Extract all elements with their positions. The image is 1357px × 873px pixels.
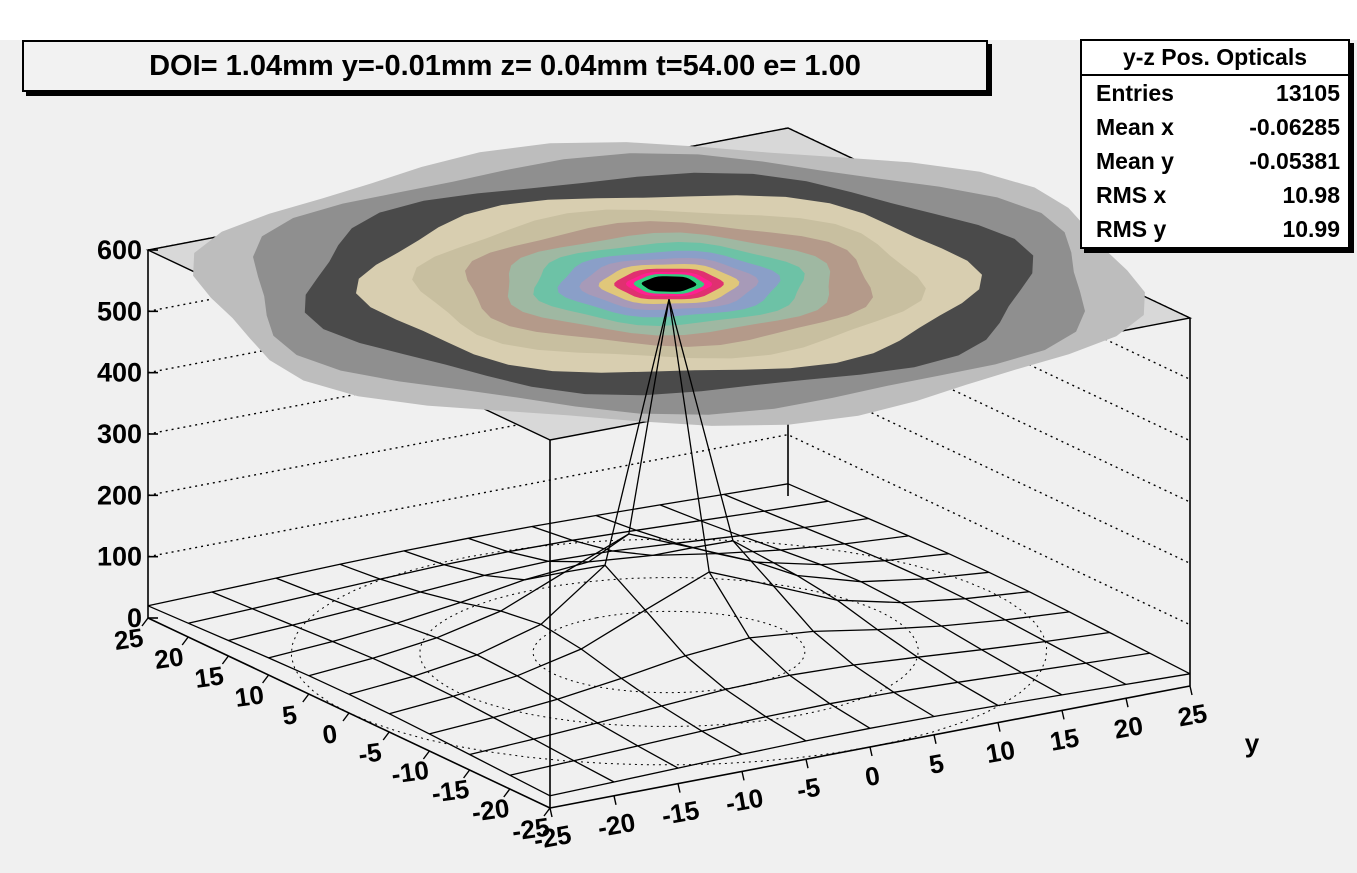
y-tick (1125, 698, 1129, 708)
x-tick (342, 712, 350, 722)
z-tick-label: 200 (97, 480, 142, 510)
x-tick (262, 674, 270, 684)
x-tick (463, 769, 471, 779)
mesh-line (595, 514, 999, 707)
y-tick (869, 746, 873, 757)
stats-label: RMS x (1096, 181, 1167, 208)
x-tick-label: -15 (430, 774, 471, 809)
stats-title: y-z Pos. Opticals (1082, 41, 1348, 76)
mesh-line (723, 493, 1127, 685)
stats-value: 10.98 (1282, 181, 1340, 208)
stats-value: 10.99 (1282, 215, 1340, 242)
x-tick (382, 731, 390, 741)
y-axis-label: y (1245, 728, 1260, 758)
stats-row-rms-y: RMS y 10.99 (1082, 212, 1348, 246)
stats-row-entries: Entries 13105 (1082, 76, 1348, 110)
y-tick-label: 15 (1048, 722, 1082, 757)
y-tick-label: -5 (794, 772, 822, 806)
mesh-line (268, 535, 909, 659)
x-tick (221, 655, 229, 665)
z-tick-label: 100 (97, 542, 142, 572)
mesh-line (787, 483, 1191, 675)
x-tick (543, 807, 551, 817)
x-tick (181, 636, 189, 646)
mesh-line (659, 504, 1063, 696)
mesh-line (308, 533, 949, 677)
y-tick-label: -20 (595, 807, 637, 843)
x-tick-label: -25 (510, 812, 551, 847)
stats-label: Entries (1096, 79, 1174, 106)
y-tick (741, 771, 745, 781)
stats-label: Mean x (1096, 113, 1174, 140)
stats-row-mean-y: Mean y -0.05381 (1082, 144, 1348, 178)
y-tick (1061, 710, 1065, 720)
y-tick (613, 795, 617, 805)
z-tick-label: 300 (97, 419, 142, 449)
x-tick-label: 20 (153, 641, 186, 675)
surface-mesh (147, 299, 1191, 797)
stats-label: Mean y (1096, 147, 1174, 174)
y-tick-label: -10 (723, 783, 765, 819)
x-tick-label: -10 (389, 755, 430, 790)
mesh-line (188, 500, 829, 624)
polar-gridline (419, 577, 919, 727)
y-tick-label: 0 (863, 760, 882, 792)
polar-gridline (290, 538, 1048, 766)
y-tick-label: -25 (531, 819, 573, 855)
stats-row-rms-x: RMS x 10.98 (1082, 178, 1348, 212)
mesh-line (531, 525, 935, 718)
stats-value: -0.05381 (1249, 147, 1340, 174)
y-tick (677, 783, 681, 793)
x-tick (422, 750, 430, 760)
stats-label: RMS y (1096, 215, 1167, 242)
z-gridline (147, 433, 1191, 626)
x-tick-label: -20 (470, 793, 511, 828)
y-tick (933, 734, 937, 744)
y-tick-label: -15 (659, 795, 701, 831)
y-tick-label: 25 (1176, 698, 1210, 733)
stats-box: y-z Pos. Opticals Entries 13105 Mean x -… (1080, 39, 1350, 249)
stats-value: -0.06285 (1249, 113, 1340, 140)
x-tick (141, 617, 149, 627)
mesh-line (228, 517, 869, 642)
x-tick-label: 5 (280, 699, 299, 731)
z-tick-label: 0 (127, 603, 142, 633)
y-tick (549, 807, 553, 818)
x-tick-label: 0 (320, 718, 339, 750)
x-tick-label: 15 (193, 660, 226, 694)
x-tick-label: -5 (356, 737, 383, 770)
y-tick (997, 722, 1001, 732)
y-tick-label: 5 (927, 748, 946, 780)
y-tick-label: 20 (1112, 710, 1146, 745)
x-tick-label: 10 (233, 679, 266, 713)
y-tick-label: 10 (984, 734, 1018, 769)
mesh-line (467, 299, 871, 729)
z-gridline (147, 372, 1191, 564)
axis-ticks: 01002003004005006002520151050-5-10-15-20… (97, 235, 1260, 855)
y-tick (1189, 685, 1193, 696)
x-tick (503, 788, 511, 798)
top-contour (145, 127, 1193, 441)
z-tick-label: 600 (97, 235, 142, 265)
stats-value: 13105 (1276, 79, 1340, 106)
x-tick (302, 693, 310, 703)
x-tick-label: 25 (112, 622, 145, 656)
plot-title: DOI= 1.04mm y=-0.01mm z= 0.04mm t=54.00 … (22, 40, 988, 92)
stats-row-mean-x: Mean x -0.06285 (1082, 110, 1348, 144)
mesh-line (147, 483, 789, 607)
z-tick-label: 500 (97, 296, 142, 326)
y-tick (805, 759, 809, 769)
contour-band (641, 276, 697, 292)
z-tick-label: 400 (97, 358, 142, 388)
